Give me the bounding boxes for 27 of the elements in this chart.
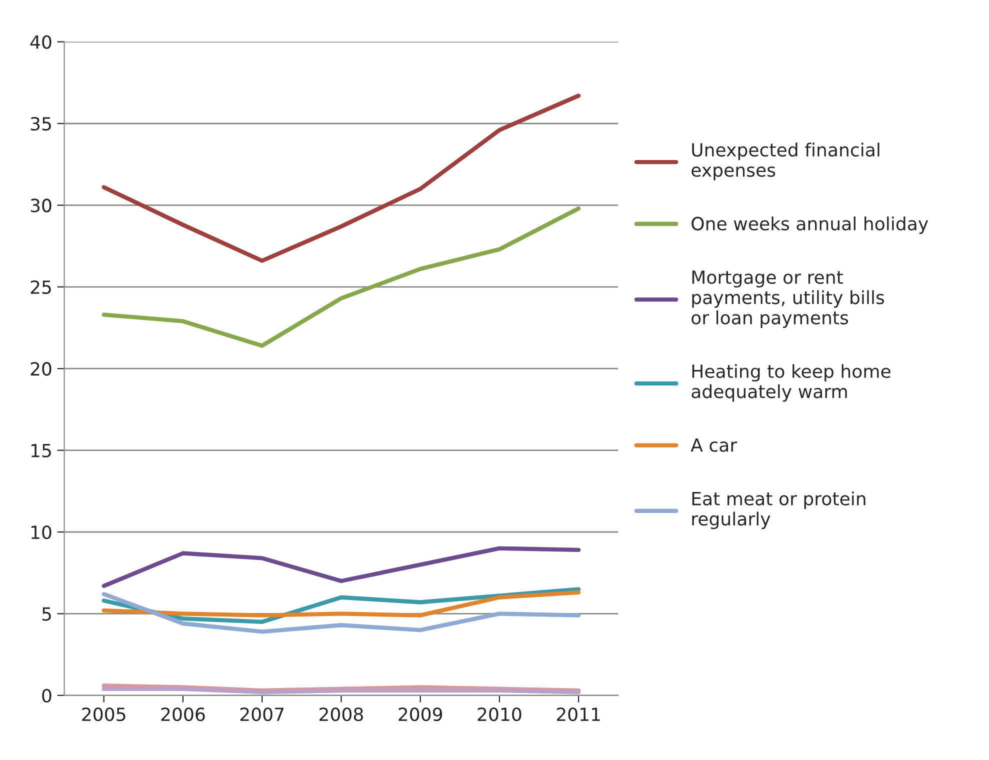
y-tick-label: 15 [31,444,51,458]
legend-label: Eat meat or protein regularly [692,491,866,530]
y-tick-label: 30 [30,198,52,212]
legend-label: Heating to keep home adequately warm [692,364,890,402]
x-tick-label: 2008 [320,708,363,722]
x-tick-label: 2005 [82,708,126,722]
y-tick-label: 0 [42,688,52,703]
x-tick-label: 2006 [161,708,205,722]
y-tick-label: 20 [30,362,52,376]
y-tick-label: 5 [42,607,51,621]
x-tick-label: 2011 [556,708,600,722]
line-series [102,592,581,634]
legend-label: Mortgage or rent payments, utility bills or loan payments [692,270,884,328]
legend-label: A car [690,438,738,452]
x-tick-label: 2010 [478,708,522,722]
line-series [102,590,581,618]
legend-label: Unexpected financial expenses [692,142,880,180]
y-tick-label: 40 [30,35,52,49]
line-series [102,206,581,348]
legend-label: One weeks annual holiday [692,216,928,234]
line-series [102,546,581,588]
x-tick-label: 2007 [240,708,284,722]
y-tick-label: 35 [30,116,51,131]
x-tick-label: 2009 [398,708,442,722]
line-series [102,94,581,263]
y-tick-label: 25 [30,280,51,294]
y-tick-label: 10 [31,525,52,540]
